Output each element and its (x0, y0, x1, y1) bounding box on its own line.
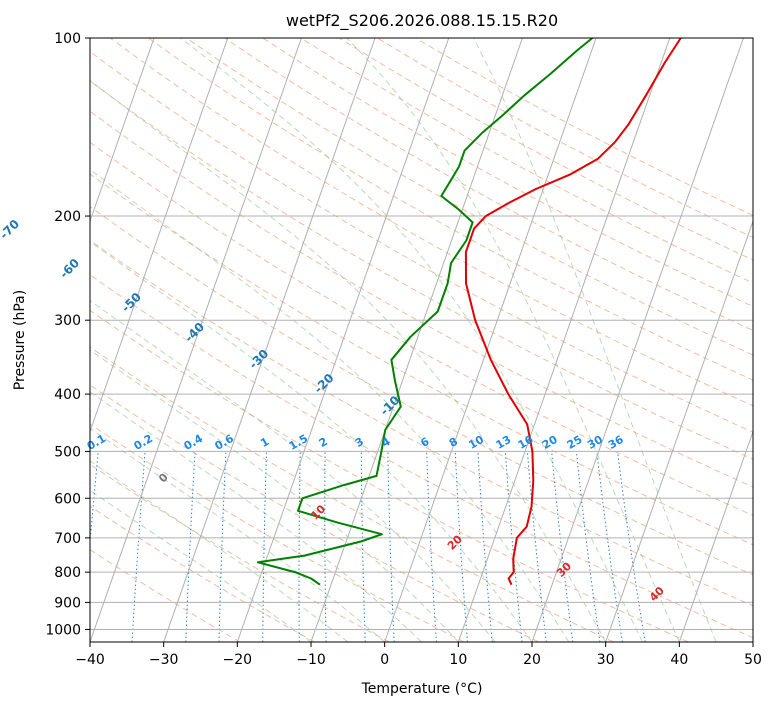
x-tick-label: −40 (75, 652, 105, 668)
x-axis-label: Temperature (°C) (361, 681, 483, 697)
isotherm-gridline (163, 38, 376, 642)
dry-adiabat (90, 384, 540, 642)
x-tick-label: −20 (223, 652, 253, 668)
y-tick-label: 200 (54, 209, 81, 225)
y-tick-label: 300 (54, 313, 81, 329)
y-tick-label: 500 (54, 444, 81, 460)
y-tick-label: 100 (54, 31, 81, 47)
plot-frame (89, 37, 754, 643)
y-tick-label: 900 (54, 595, 81, 611)
y-tick-label: 400 (54, 387, 81, 403)
mixing-ratio-line (575, 451, 601, 642)
isotherm-gridline (310, 38, 523, 642)
dry-adiabat (90, 274, 753, 639)
moist-adiabat (90, 299, 496, 642)
dry-adiabat (109, 38, 753, 407)
x-axis-ticks: −40 −30 −20 −10 0 10 20 30 40 50 (75, 642, 762, 668)
moist-adiabat (90, 427, 386, 642)
moist-adiabat (90, 240, 533, 642)
x-tick-label: 30 (597, 652, 615, 668)
chart-title: wetPf2_S206.2026.088.15.15.R20 (286, 11, 558, 31)
series-group (256, 38, 682, 586)
moist-adiabat (90, 349, 459, 642)
dry-adiabat (90, 549, 241, 642)
dry-adiabat (90, 50, 753, 433)
isotherm-gridline (457, 38, 671, 642)
y-tick-label: 600 (54, 491, 81, 507)
isotherm-gridline (531, 38, 744, 642)
mixing-ratio-line (551, 451, 574, 642)
moist-adiabat (473, 38, 717, 642)
dry-adiabat (90, 173, 753, 546)
isotherm-gridline (678, 430, 753, 642)
isotherm-gridline (384, 38, 597, 642)
grid-lines (90, 38, 753, 642)
x-tick-label: −30 (149, 652, 179, 668)
moist-adiabat (90, 391, 422, 642)
x-tick-label: 10 (449, 652, 467, 668)
dry-adiabat (90, 505, 315, 642)
x-tick-label: 40 (670, 652, 688, 668)
y-axis-ticks: 100 200 300 400 500 600 700 800 900 1000 (45, 31, 90, 638)
dewpoint-profile-line (256, 38, 594, 586)
x-tick-label: 20 (523, 652, 541, 668)
x-tick-label: 0 (380, 652, 389, 668)
x-tick-label: −10 (296, 652, 326, 668)
isotherm-gridline (605, 219, 753, 642)
isotherm-gridline (90, 38, 229, 434)
mixing-ratio-line (617, 451, 646, 642)
dry-adiabat (262, 38, 753, 308)
mixing-ratio-line (596, 451, 623, 642)
isotherm-gridline (90, 38, 302, 642)
temperature-profile-line (464, 38, 682, 586)
moist-adiabat (346, 38, 680, 642)
dry-adiabat (90, 309, 689, 642)
y-tick-label: 800 (54, 565, 81, 581)
mixing-ratio-line (504, 451, 523, 642)
dry-adiabat (90, 423, 465, 642)
moist-adiabat (90, 79, 607, 642)
dry-adiabat (224, 38, 753, 331)
y-tick-label: 1000 (45, 622, 81, 638)
x-tick-label: 50 (744, 652, 762, 668)
mixing-ratio-line (526, 451, 547, 642)
y-axis-label: Pressure (hPa) (12, 290, 28, 390)
isotherm-gridline (90, 38, 155, 223)
dry-adiabat (90, 141, 753, 517)
y-tick-label: 700 (54, 531, 81, 547)
isotherm-gridline (236, 38, 450, 642)
moist-adiabat (179, 38, 643, 642)
